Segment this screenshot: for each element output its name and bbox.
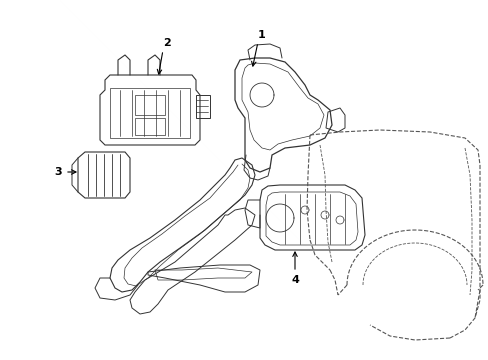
Text: 4: 4 [290,275,298,285]
Text: 2: 2 [163,38,170,48]
Text: 3: 3 [54,167,61,177]
Text: 1: 1 [258,30,265,40]
